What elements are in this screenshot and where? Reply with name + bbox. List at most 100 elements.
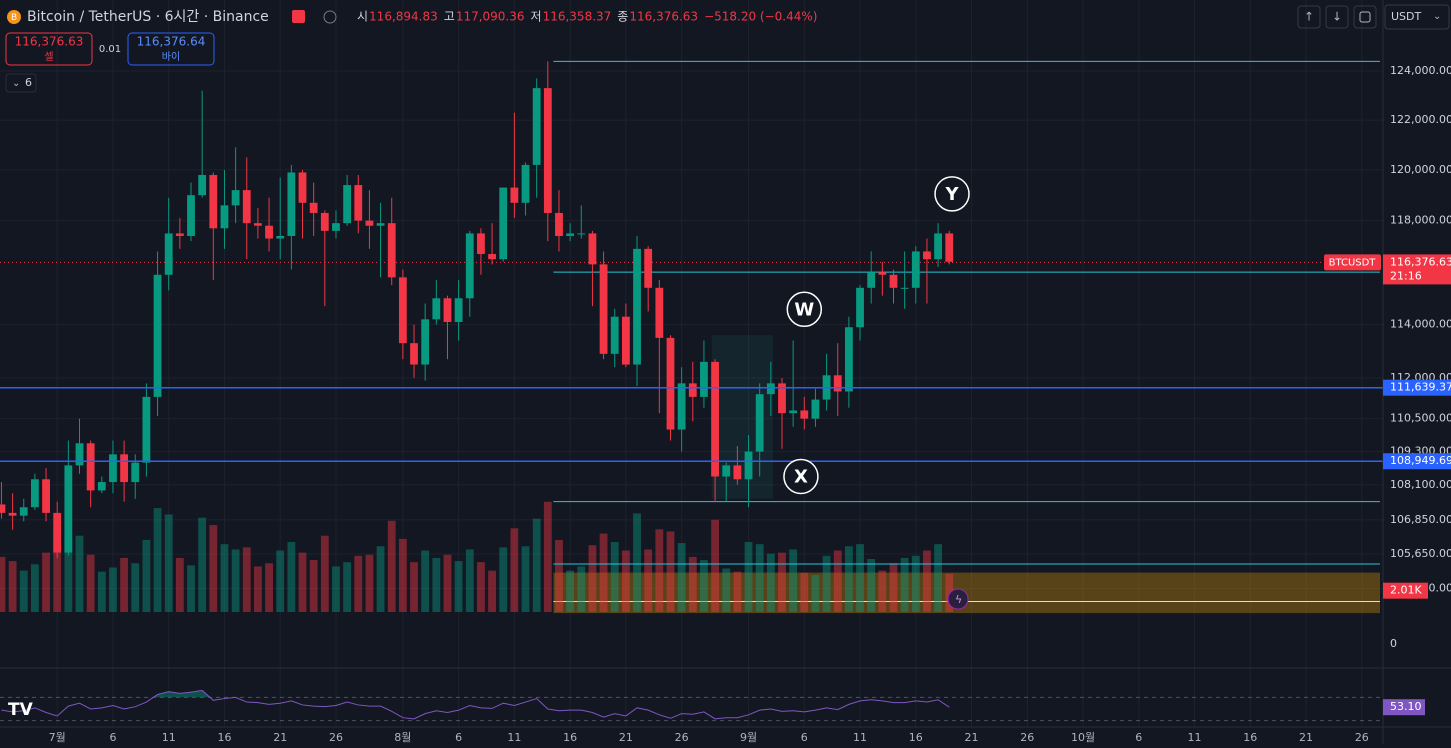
volume-bar [410, 562, 418, 612]
candle-body [19, 507, 28, 516]
candle-body [566, 233, 575, 236]
symbol-label-box [1324, 254, 1381, 271]
zone [553, 572, 1380, 614]
volume-bar [644, 549, 653, 612]
volume-bar [588, 545, 597, 612]
candle-body [778, 383, 786, 414]
x-tick-label: 6 [455, 731, 462, 744]
volume-bar [120, 557, 129, 612]
candle-body [532, 88, 541, 165]
indicator-count: 6 [25, 76, 32, 89]
candle-body [387, 223, 396, 278]
indicator-toggle[interactable] [5, 73, 37, 93]
candle-body [599, 264, 608, 354]
candle-body [354, 185, 363, 221]
volume-bar [153, 508, 162, 612]
level-label: 108,949.69 [1390, 454, 1451, 467]
candle-body [588, 233, 597, 265]
buy-label: 바이 [162, 51, 180, 63]
y-tick-label: 105,650.00 [1390, 547, 1451, 560]
arrow-down: ↓ [1332, 10, 1342, 24]
volume-bar [354, 555, 363, 612]
candle-body [75, 443, 84, 466]
x-tick-label: 21 [619, 731, 633, 744]
currency: USDT [1391, 10, 1422, 23]
volume-bar [610, 542, 619, 612]
candle-body [209, 174, 218, 229]
candle-body [811, 399, 820, 419]
volume-bar [187, 565, 195, 612]
candle-body [120, 454, 129, 483]
volume-bar [778, 552, 786, 612]
x-tick-label: 26 [675, 731, 689, 744]
flag-button[interactable] [292, 10, 305, 23]
rsi-label: 53.10 [1390, 700, 1422, 713]
scroll-up-button[interactable] [1297, 5, 1321, 29]
ohlc-value: 116,358.37 [543, 10, 612, 24]
candle-body [488, 254, 496, 260]
volume-bar [109, 567, 117, 612]
volume-bar [655, 529, 664, 612]
candle-body [789, 410, 798, 414]
quantity: 0.01 [99, 44, 121, 55]
volume-bar [711, 519, 719, 612]
ohlc-value: 116,894.83 [369, 10, 438, 24]
candle-body [97, 482, 106, 491]
symbol-logo [7, 10, 21, 24]
candle-body [833, 375, 842, 392]
candle-body [443, 298, 452, 322]
alert-glyph: ϟ [955, 593, 962, 606]
candle-body [722, 465, 731, 477]
volume-bar [599, 533, 608, 612]
candle-body [376, 223, 385, 226]
x-tick-label: 6 [109, 731, 116, 744]
alert-icon[interactable] [947, 588, 969, 610]
ohlc: 시 116,894.83 고 117,090.36 저 116,358.37 종 116,37… [357, 10, 698, 24]
volume-bar [30, 564, 39, 612]
volume-bar [198, 517, 207, 612]
candle-body [800, 410, 809, 419]
reset-button[interactable] [1353, 5, 1377, 29]
volume-label: 2.01K [1390, 584, 1422, 597]
arrow-up: ↑ [1304, 10, 1314, 24]
candle-body [410, 343, 418, 365]
candle-body [577, 233, 586, 235]
volume-bar [477, 562, 485, 612]
candle-body [934, 233, 942, 260]
symbol-title: Bitcoin / TetherUS · 6시간 · Binance [27, 9, 269, 25]
wave-marker [783, 458, 819, 495]
candle-body [666, 337, 675, 430]
volume-bar [889, 563, 898, 612]
candle-body [276, 235, 285, 239]
volume-bar [800, 572, 809, 612]
sell-button[interactable] [5, 32, 93, 66]
candle-body [109, 454, 117, 483]
plot [0, 0, 1383, 727]
candle-body [265, 225, 273, 239]
volume-bar [86, 554, 95, 612]
volume-bar [64, 538, 73, 612]
volume-bar [543, 501, 552, 612]
volume-bar [164, 514, 173, 612]
candle-body [332, 223, 340, 231]
candle-body [398, 277, 407, 344]
candle-body [254, 223, 262, 226]
wave-label: X [794, 466, 808, 487]
candle-body [688, 383, 697, 397]
candle-body [343, 185, 352, 224]
range-box [711, 335, 774, 499]
volume-bar [131, 563, 140, 612]
volume-bar [733, 571, 742, 612]
x-tick-label: 21 [273, 731, 287, 744]
volume-bar [309, 560, 318, 612]
x-tick-label: 6 [1135, 731, 1142, 744]
currency-select[interactable] [1384, 4, 1450, 30]
candle-body [175, 233, 184, 236]
volume-bar [867, 559, 876, 612]
candle-body [320, 212, 329, 231]
eye-button[interactable] [323, 10, 337, 24]
scroll-down-button[interactable] [1325, 5, 1349, 29]
buy-button[interactable] [127, 32, 215, 66]
volume-bar [8, 561, 17, 612]
